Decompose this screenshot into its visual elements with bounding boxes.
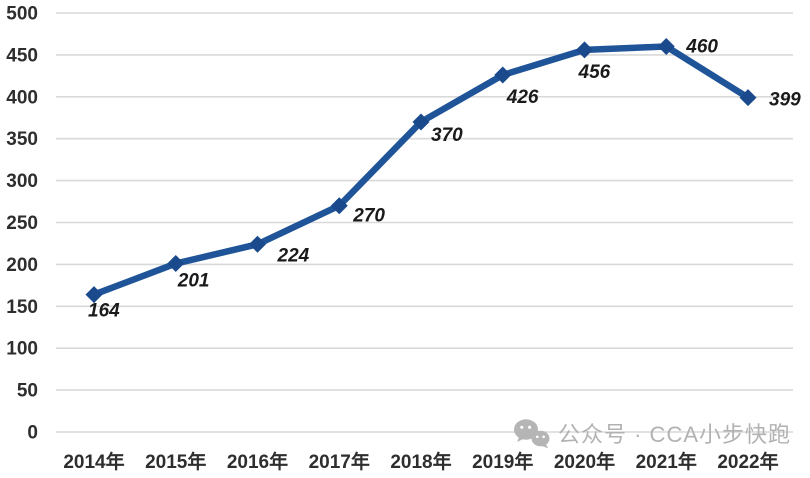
data-point-marker: [167, 255, 185, 273]
data-point-label: 399: [769, 90, 801, 111]
data-point-label: 164: [88, 301, 120, 322]
data-point-label: 456: [578, 62, 611, 83]
y-axis-tick-label: 150: [6, 297, 38, 318]
x-axis-tick-label: 2015年: [145, 450, 206, 473]
y-axis-tick-label: 200: [6, 255, 38, 276]
y-axis-tick-label: 250: [6, 213, 38, 234]
y-axis-tick-label: 100: [6, 339, 38, 360]
data-point-label: 270: [352, 206, 385, 227]
data-point-label: 201: [177, 271, 210, 292]
x-axis-tick-label: 2020年: [554, 450, 615, 473]
watermark-text: 公众号 · CCA小步快跑: [558, 422, 792, 447]
data-point-marker: [249, 235, 266, 253]
y-axis-tick-label: 450: [6, 45, 38, 66]
x-axis-tick-label: 2014年: [63, 450, 124, 473]
wechat-icon: [514, 418, 550, 448]
y-axis-tick-label: 50: [17, 381, 38, 402]
watermark: 公众号 · CCA小步快跑: [513, 417, 791, 449]
data-point-label: 224: [277, 245, 310, 266]
data-point-marker: [657, 38, 675, 56]
x-axis-tick-label: 2016年: [227, 450, 288, 473]
x-axis-tick-label: 2019年: [472, 450, 533, 473]
y-axis-tick-label: 350: [6, 129, 38, 150]
data-point-marker: [739, 89, 757, 107]
x-axis-tick-label: 2021年: [636, 450, 697, 473]
data-point-label: 460: [685, 37, 718, 58]
data-point-marker: [330, 197, 348, 215]
data-point-marker: [85, 286, 103, 304]
data-point-marker: [412, 113, 430, 131]
y-axis-tick-label: 300: [6, 171, 38, 192]
y-axis-tick-label: 0: [27, 423, 38, 444]
data-series-line: [90, 43, 752, 298]
data-point-marker: [576, 41, 593, 59]
x-axis-tick-label: 2018年: [390, 450, 451, 473]
data-point-marker: [494, 66, 512, 84]
x-axis-tick-label: 2022年: [717, 450, 778, 473]
data-point-label: 426: [506, 87, 539, 108]
y-axis-tick-label: 500: [6, 4, 38, 25]
x-axis-tick-label: 2017年: [309, 450, 370, 473]
y-axis-tick-label: 400: [6, 87, 38, 108]
data-point-label: 370: [431, 125, 463, 146]
